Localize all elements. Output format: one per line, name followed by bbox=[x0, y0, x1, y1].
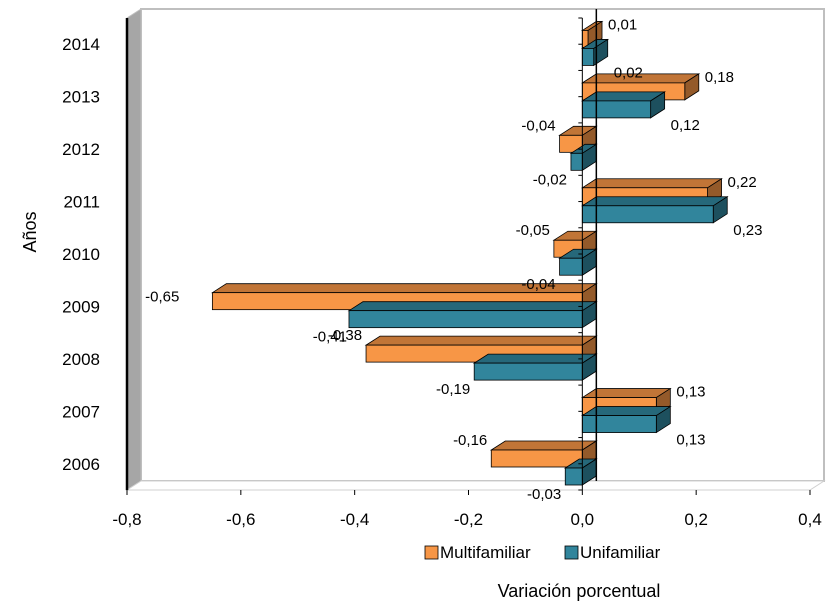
bar-front-face bbox=[581, 205, 714, 224]
bar-top-face bbox=[364, 335, 598, 346]
chart-data-labels: -0,16 -0,03 0,13 0,13 -0,38 -0,19 -0,65 -0,41 -0… bbox=[145, 16, 762, 503]
bar-unifamiliar-2007 bbox=[580, 405, 672, 434]
x-tick-label: 0,2 bbox=[684, 510, 708, 529]
y-tick-label-2006: 2006 bbox=[62, 455, 100, 474]
data-label-unifamiliar-2007: 0,13 bbox=[676, 432, 705, 449]
legend-label-multifamiliar: Multifamiliar bbox=[440, 543, 531, 562]
bar-front-face bbox=[581, 48, 595, 66]
bar-front-face bbox=[570, 152, 583, 171]
legend-label-unifamiliar: Unifamiliar bbox=[580, 543, 661, 562]
x-tick-label: -0,6 bbox=[226, 510, 255, 529]
data-label-unifamiliar-2012: -0,02 bbox=[533, 171, 567, 188]
bar-top-face bbox=[347, 301, 598, 312]
data-label-multifamiliar-2012: -0,04 bbox=[521, 117, 555, 134]
bar-top-face bbox=[472, 353, 598, 364]
bar-unifamiliar-2013 bbox=[580, 91, 666, 119]
y-tick-label-2014: 2014 bbox=[62, 35, 100, 54]
bar-front-face bbox=[490, 449, 583, 468]
bar-unifamiliar-2011 bbox=[580, 196, 729, 224]
data-label-unifamiliar-2013: 0,12 bbox=[671, 117, 700, 134]
legend-swatch-unifamiliar bbox=[564, 545, 579, 560]
data-label-multifamiliar-2010: -0,05 bbox=[516, 222, 550, 239]
x-tick-label: -0,4 bbox=[340, 510, 369, 529]
chart-legend: Multifamiliar Unifamiliar bbox=[424, 543, 661, 562]
y-tick-label-2010: 2010 bbox=[62, 245, 100, 264]
data-label-multifamiliar-2006: -0,16 bbox=[453, 432, 487, 449]
plot-floor bbox=[125, 480, 826, 491]
data-label-unifamiliar-2008: -0,19 bbox=[436, 381, 470, 398]
bar-multifamiliar-2014 bbox=[580, 20, 604, 49]
x-tick-label: -0,2 bbox=[454, 510, 483, 529]
y-tick-label-2013: 2013 bbox=[62, 88, 100, 107]
data-label-multifamiliar-2011: 0,22 bbox=[728, 174, 757, 191]
bar-front-face bbox=[559, 257, 583, 276]
bar-front-face bbox=[564, 467, 583, 486]
bar-front-face bbox=[348, 310, 583, 329]
y-axis-title: Años bbox=[20, 211, 40, 252]
data-label-unifamiliar-2014: 0,02 bbox=[614, 64, 643, 81]
bar-unifamiliar-2010 bbox=[558, 248, 598, 276]
bar-top-face bbox=[489, 440, 598, 451]
x-tick-label: 0,4 bbox=[798, 510, 822, 529]
bar-unifamiliar-2008 bbox=[472, 353, 598, 381]
y-tick-label-2012: 2012 bbox=[62, 140, 100, 159]
y-tick-label-2009: 2009 bbox=[62, 297, 100, 316]
bar-top-face bbox=[580, 178, 723, 189]
bar-top-face bbox=[580, 388, 672, 398]
data-label-unifamiliar-2009: -0,41 bbox=[313, 329, 347, 346]
data-label-multifamiliar-2009: -0,65 bbox=[145, 289, 179, 306]
bar-front-face bbox=[581, 100, 652, 119]
bar-front-face bbox=[581, 415, 657, 433]
x-tick-label: 0,0 bbox=[571, 510, 595, 529]
data-label-multifamiliar-2014: 0,01 bbox=[608, 16, 637, 33]
bar-top-face bbox=[580, 406, 672, 416]
chart-axes: -0,8 -0,6 -0,4 -0,2 0,0 0,2 0,4 2006 2007 2008 200… bbox=[62, 9, 822, 529]
y-tick-label-2008: 2008 bbox=[62, 350, 100, 369]
data-label-unifamiliar-2010: -0,04 bbox=[521, 276, 555, 293]
data-label-multifamiliar-2007: 0,13 bbox=[676, 384, 705, 401]
legend-swatch-multifamiliar bbox=[424, 545, 439, 560]
bar-front-face bbox=[473, 362, 583, 381]
plot-side-wall bbox=[126, 8, 142, 491]
bar-top-face bbox=[580, 196, 729, 207]
data-label-multifamiliar-2013: 0,18 bbox=[705, 69, 734, 86]
data-label-multifamiliar-2008: -0,38 bbox=[328, 327, 362, 344]
x-axis-title: Variación porcentual bbox=[498, 581, 661, 601]
data-label-unifamiliar-2006: -0,03 bbox=[527, 486, 561, 503]
y-tick-label-2011: 2011 bbox=[63, 193, 100, 212]
bar-unifamiliar-2009 bbox=[347, 300, 598, 329]
x-tick-label: -0,8 bbox=[112, 510, 141, 529]
y-tick-label-2007: 2007 bbox=[62, 402, 100, 421]
bar-unifamiliar-2014 bbox=[580, 38, 610, 67]
data-label-unifamiliar-2011: 0,23 bbox=[733, 222, 762, 239]
chart-bars bbox=[211, 20, 729, 486]
